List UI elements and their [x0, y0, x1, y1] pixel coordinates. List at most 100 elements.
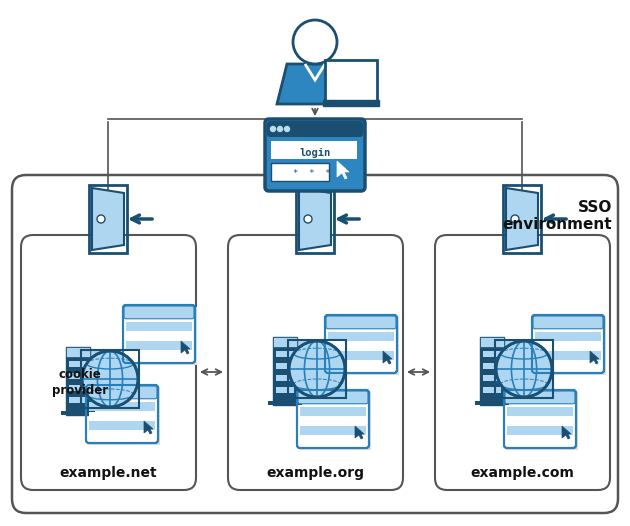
Bar: [288, 340, 346, 398]
Bar: [534, 317, 606, 375]
FancyBboxPatch shape: [265, 119, 365, 191]
Polygon shape: [506, 188, 538, 250]
Bar: [126, 322, 192, 330]
Circle shape: [511, 215, 519, 223]
Bar: [328, 351, 394, 360]
Bar: [61, 411, 95, 415]
Text: SSO
environment: SSO environment: [502, 200, 612, 232]
Circle shape: [304, 215, 312, 223]
Polygon shape: [181, 341, 190, 354]
Bar: [300, 417, 366, 426]
Polygon shape: [355, 426, 364, 439]
FancyBboxPatch shape: [532, 315, 604, 373]
Bar: [300, 436, 366, 445]
Bar: [273, 337, 297, 405]
Bar: [126, 351, 192, 360]
Bar: [480, 337, 504, 347]
FancyBboxPatch shape: [297, 390, 369, 448]
Bar: [296, 185, 334, 253]
Bar: [82, 351, 138, 407]
FancyBboxPatch shape: [325, 315, 397, 373]
Circle shape: [270, 126, 275, 132]
Polygon shape: [299, 188, 331, 250]
FancyBboxPatch shape: [123, 305, 195, 363]
Bar: [89, 431, 155, 440]
Text: cookie
provider: cookie provider: [52, 368, 108, 398]
Bar: [496, 341, 552, 397]
Bar: [289, 341, 345, 397]
Circle shape: [82, 351, 138, 407]
Bar: [507, 407, 573, 416]
Polygon shape: [285, 375, 293, 385]
FancyBboxPatch shape: [505, 391, 575, 404]
Bar: [300, 427, 366, 435]
Bar: [299, 392, 371, 450]
Bar: [535, 351, 601, 360]
Bar: [507, 427, 573, 435]
Bar: [89, 411, 155, 420]
Bar: [276, 363, 294, 369]
Bar: [325, 60, 377, 102]
Bar: [126, 341, 192, 350]
Polygon shape: [590, 351, 599, 364]
Circle shape: [82, 351, 138, 407]
Text: example.org: example.org: [266, 466, 364, 480]
Bar: [89, 185, 127, 253]
Bar: [495, 340, 553, 398]
Bar: [271, 163, 329, 181]
Bar: [69, 385, 87, 391]
Bar: [69, 373, 87, 379]
Bar: [480, 337, 504, 405]
Bar: [323, 100, 379, 106]
FancyBboxPatch shape: [326, 316, 396, 329]
Bar: [535, 332, 601, 340]
Bar: [475, 401, 509, 405]
Bar: [276, 387, 294, 393]
FancyBboxPatch shape: [12, 175, 618, 513]
Bar: [506, 392, 578, 450]
Polygon shape: [562, 426, 571, 439]
Bar: [89, 421, 155, 430]
Text: login: login: [299, 148, 330, 158]
Bar: [69, 361, 87, 367]
Bar: [535, 361, 601, 370]
Text: *  *  *  *: * * * *: [293, 169, 346, 178]
Text: example.com: example.com: [470, 466, 574, 480]
Text: example.net: example.net: [59, 466, 157, 480]
FancyBboxPatch shape: [228, 235, 403, 490]
Bar: [66, 347, 90, 415]
Bar: [327, 317, 399, 375]
FancyBboxPatch shape: [298, 391, 368, 404]
FancyBboxPatch shape: [267, 121, 363, 137]
Circle shape: [289, 341, 345, 397]
Bar: [503, 185, 541, 253]
Bar: [276, 375, 294, 381]
Bar: [89, 402, 155, 411]
Bar: [126, 331, 192, 340]
Bar: [507, 417, 573, 426]
Polygon shape: [492, 375, 500, 385]
FancyBboxPatch shape: [21, 235, 196, 490]
Bar: [273, 337, 297, 347]
Bar: [507, 436, 573, 445]
Bar: [535, 341, 601, 350]
FancyBboxPatch shape: [435, 235, 610, 490]
Bar: [125, 307, 197, 365]
Bar: [271, 141, 357, 159]
Bar: [276, 351, 294, 357]
Bar: [483, 375, 501, 381]
Polygon shape: [144, 421, 153, 434]
FancyBboxPatch shape: [124, 306, 194, 319]
Bar: [69, 397, 87, 403]
Bar: [483, 387, 501, 393]
Polygon shape: [78, 385, 86, 395]
FancyBboxPatch shape: [533, 316, 603, 329]
Bar: [483, 363, 501, 369]
Polygon shape: [92, 188, 124, 250]
Circle shape: [293, 20, 337, 64]
Polygon shape: [277, 64, 353, 104]
Bar: [300, 407, 366, 416]
Circle shape: [496, 341, 552, 397]
Bar: [328, 332, 394, 340]
Bar: [328, 361, 394, 370]
